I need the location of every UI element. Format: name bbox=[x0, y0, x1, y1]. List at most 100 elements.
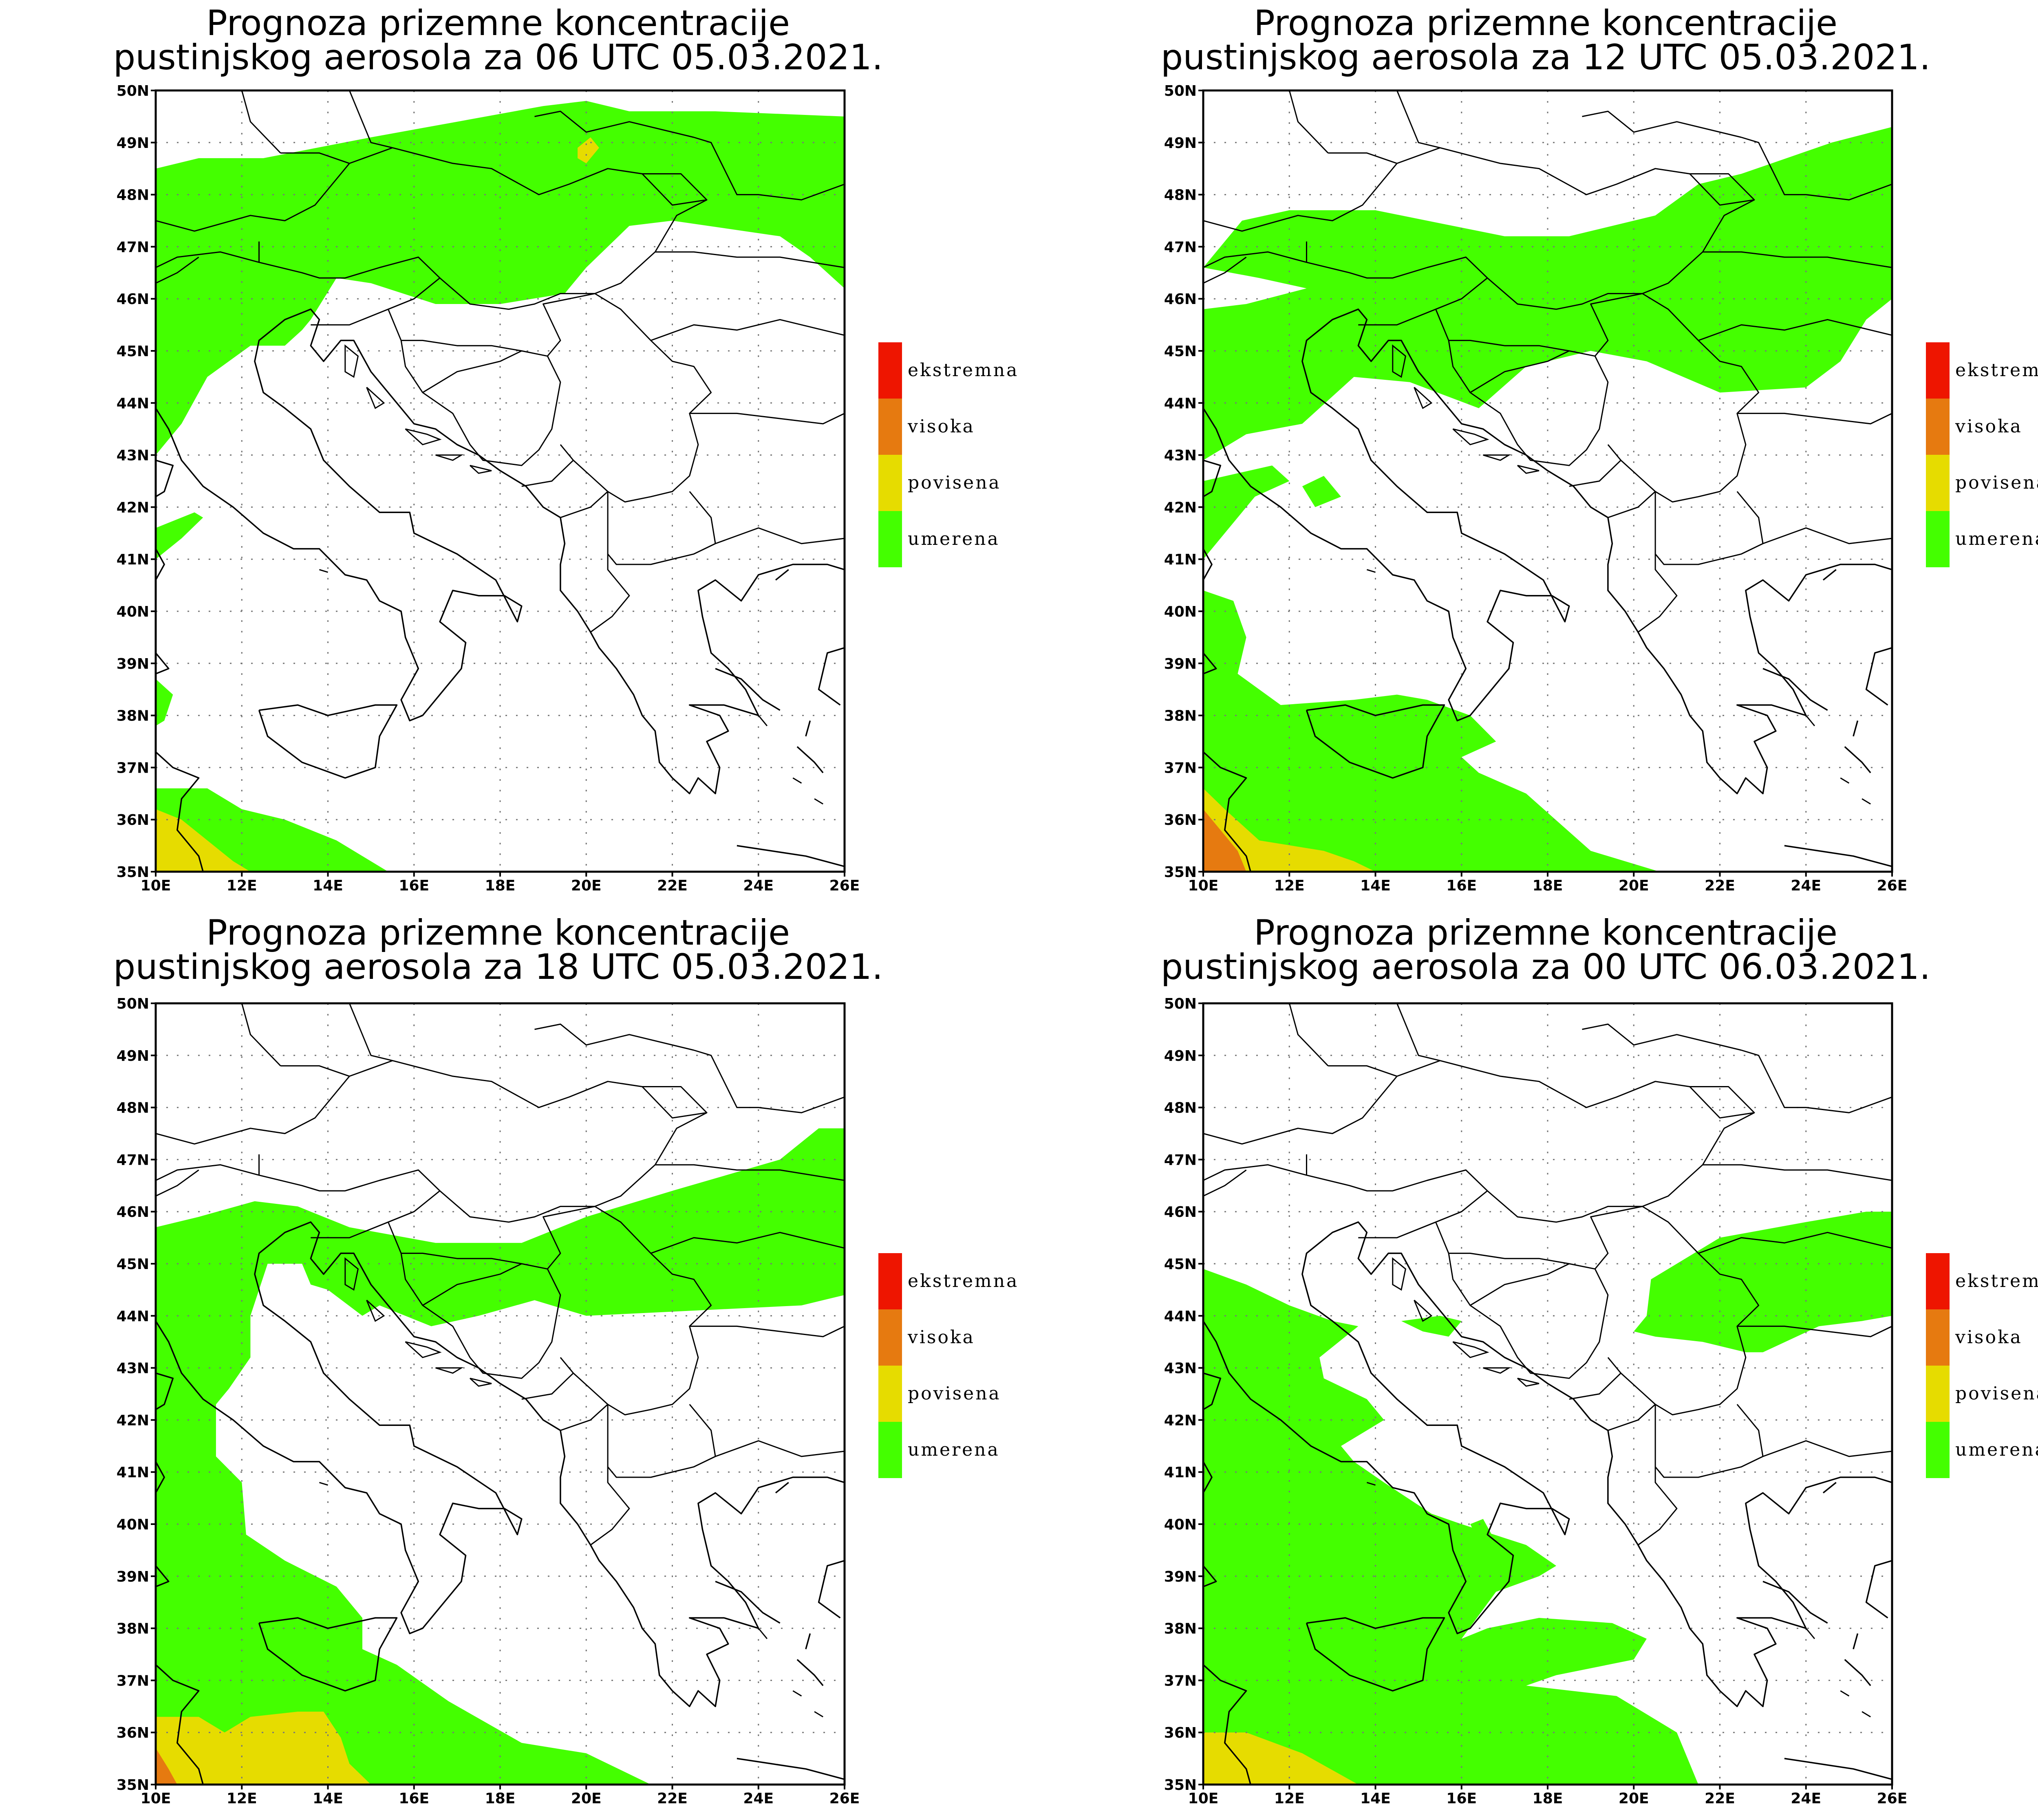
lon-tick-label: 10E bbox=[1188, 877, 1219, 894]
coastline bbox=[805, 720, 811, 737]
lat-tick-label: 47N bbox=[1164, 1152, 1197, 1168]
country-border bbox=[534, 110, 694, 138]
lon-tick-label: 10E bbox=[141, 877, 171, 894]
lon-tick-label: 22E bbox=[1705, 1790, 1735, 1807]
legend-label-umerena: umerena bbox=[1955, 529, 2038, 549]
lat-tick-label: 39N bbox=[117, 1569, 149, 1585]
lat-tick-label: 41N bbox=[1164, 1464, 1197, 1481]
panel-title-line1: Prognoza prizemne koncentracije bbox=[206, 3, 790, 44]
country-border bbox=[1654, 491, 1764, 565]
island bbox=[1452, 1341, 1489, 1358]
island bbox=[1483, 454, 1511, 461]
lat-tick-label: 37N bbox=[117, 760, 149, 776]
country-border bbox=[534, 1023, 694, 1051]
legend-swatch-umerena bbox=[878, 1422, 902, 1478]
lon-tick-label: 24E bbox=[1791, 877, 1821, 894]
country-border bbox=[1703, 251, 1892, 268]
lat-tick-label: 49N bbox=[117, 1048, 149, 1064]
region-visoka bbox=[1203, 809, 1246, 872]
coastline bbox=[715, 668, 781, 711]
lon-tick-label: 20E bbox=[1619, 1790, 1649, 1807]
lat-tick-label: 48N bbox=[117, 1100, 149, 1117]
country-border bbox=[1582, 1023, 1742, 1051]
country-border bbox=[1328, 1065, 1397, 1077]
lat-tick-label: 41N bbox=[117, 1464, 149, 1481]
country-border bbox=[1762, 1440, 1892, 1457]
country-border bbox=[1698, 1232, 1892, 1254]
lon-tick-label: 10E bbox=[1188, 1790, 1219, 1807]
island bbox=[1840, 777, 1850, 784]
country-border bbox=[1607, 1206, 1760, 1416]
island bbox=[1805, 1628, 1815, 1639]
island bbox=[1483, 1367, 1511, 1374]
map-area: 10E 12E 14E 16E 18E 20E 22E 24E 26E 35N 36N 37N 38N 3… bbox=[1164, 83, 1908, 894]
country-border bbox=[607, 1404, 716, 1478]
coastline bbox=[156, 1221, 845, 1708]
country-border bbox=[651, 319, 845, 341]
legend-swatch-ekstremna bbox=[1926, 1253, 1950, 1309]
country-border bbox=[693, 137, 845, 201]
region-umerena bbox=[1634, 1212, 1892, 1353]
country-border bbox=[1435, 309, 1609, 466]
lat-tick-label: 44N bbox=[1164, 395, 1197, 412]
lat-tick-label: 43N bbox=[1164, 447, 1197, 464]
coastline bbox=[156, 1372, 174, 1410]
lon-tick-label: 18E bbox=[485, 877, 516, 894]
lat-tick-label: 41N bbox=[1164, 551, 1197, 568]
island bbox=[1517, 1377, 1540, 1387]
lat-tick-label: 42N bbox=[117, 499, 149, 516]
legend-swatch-ekstremna bbox=[878, 342, 902, 399]
country-border bbox=[1582, 110, 1742, 138]
country-border bbox=[1288, 90, 1329, 154]
tick-labels: 10E 12E 14E 16E 18E 20E 22E 24E 26E 35N 36N 37N 38N 3… bbox=[1164, 83, 1908, 894]
country-border bbox=[1741, 137, 1892, 201]
country-border bbox=[693, 1049, 845, 1113]
coastline bbox=[156, 1565, 170, 1588]
country-border bbox=[642, 173, 707, 206]
island bbox=[405, 428, 442, 445]
lon-tick-label: 16E bbox=[399, 877, 429, 894]
coastline bbox=[715, 1580, 781, 1624]
coastline bbox=[1853, 720, 1859, 737]
lon-tick-label: 20E bbox=[571, 1790, 602, 1807]
legend-swatch-ekstremna bbox=[878, 1253, 902, 1309]
coastline bbox=[1762, 1580, 1828, 1624]
lat-tick-label: 36N bbox=[117, 1725, 149, 1741]
island bbox=[1366, 1482, 1376, 1486]
country-border bbox=[422, 350, 522, 393]
coastline bbox=[1822, 1482, 1837, 1494]
country-border bbox=[1396, 90, 1440, 149]
country-border bbox=[689, 412, 845, 425]
country-border bbox=[560, 293, 712, 503]
region-umerena bbox=[1203, 465, 1290, 560]
panel-2: Prognoza prizemne koncentracije pustinjs… bbox=[113, 912, 1017, 1807]
country-border bbox=[1470, 1263, 1570, 1306]
legend: ekstremna visoka povisena umerena bbox=[878, 342, 1017, 567]
lat-tick-label: 40N bbox=[117, 604, 149, 620]
lon-tick-label: 12E bbox=[227, 877, 257, 894]
lat-tick-label: 47N bbox=[1164, 239, 1197, 256]
lat-tick-label: 42N bbox=[117, 1412, 149, 1429]
lat-tick-label: 44N bbox=[117, 1308, 149, 1325]
tick-labels: 10E 12E 14E 16E 18E 20E 22E 24E 26E 35N 36N 37N 38N 3… bbox=[117, 996, 860, 1807]
coastline bbox=[156, 548, 165, 581]
country-border bbox=[280, 152, 350, 164]
lon-tick-label: 26E bbox=[829, 877, 860, 894]
coastline bbox=[737, 845, 845, 867]
country-border bbox=[1608, 1404, 1656, 1431]
coastline bbox=[775, 1482, 789, 1494]
coastlines-and-borders bbox=[1203, 1003, 1892, 1785]
lat-tick-label: 39N bbox=[117, 656, 149, 672]
country-border bbox=[156, 1169, 199, 1197]
country-border bbox=[715, 527, 845, 544]
lon-tick-label: 16E bbox=[1446, 877, 1477, 894]
coastline bbox=[1203, 1461, 1213, 1494]
legend-label-visoka: visoka bbox=[907, 416, 975, 437]
coastline bbox=[258, 704, 398, 779]
concentration-regions bbox=[156, 1128, 845, 1785]
region-povisena bbox=[156, 809, 251, 872]
country-border bbox=[1590, 1205, 1643, 1269]
coastline bbox=[156, 308, 845, 795]
lon-tick-label: 18E bbox=[1533, 1790, 1563, 1807]
legend: ekstremna visoka povisena umerena bbox=[1926, 342, 2038, 567]
